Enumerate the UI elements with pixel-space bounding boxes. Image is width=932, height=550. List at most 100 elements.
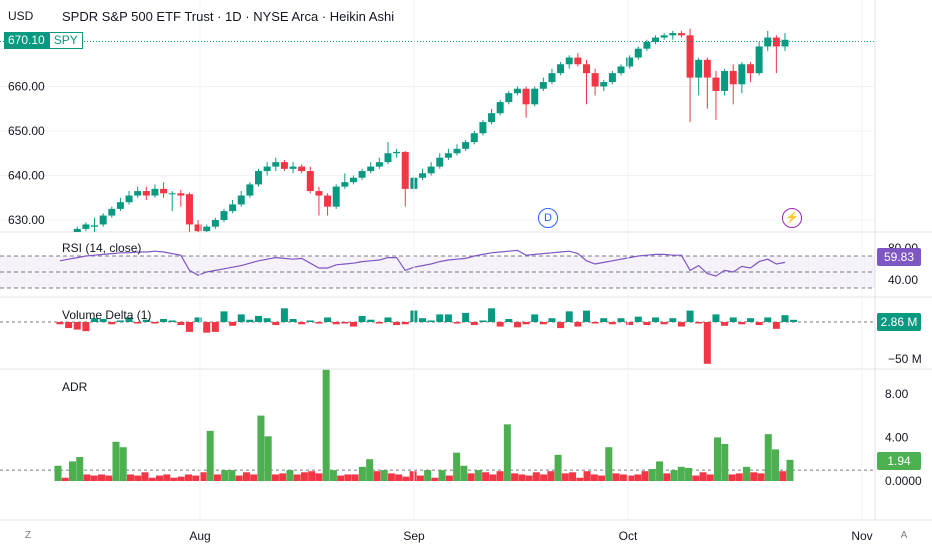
- candle-body: [82, 224, 90, 229]
- adr-bar: [170, 477, 178, 481]
- candle-body: [764, 37, 772, 47]
- adr-bar: [598, 475, 606, 481]
- candle-body: [298, 166, 306, 172]
- adr-bar: [750, 472, 758, 481]
- adr-bar: [395, 474, 403, 481]
- volume-delta-bar: [246, 319, 254, 322]
- volume-delta-tick-label: −50 M: [888, 352, 922, 366]
- adr-bar: [279, 473, 287, 481]
- volume-delta-bar: [91, 318, 99, 322]
- adr-bar: [250, 474, 258, 481]
- rsi-legend[interactable]: RSI (14, close): [62, 241, 142, 255]
- adr-bar: [61, 477, 69, 481]
- candle-body: [65, 236, 72, 240]
- adr-bar: [735, 473, 743, 481]
- auto-scale-button[interactable]: A: [900, 530, 908, 541]
- earnings-marker-icon[interactable]: ⚡: [782, 208, 802, 228]
- candle-body: [168, 193, 176, 195]
- candle-body: [289, 166, 297, 169]
- candle-body: [142, 191, 150, 196]
- volume-delta-bar: [600, 318, 608, 322]
- volume-delta-bar: [686, 310, 694, 322]
- candle-body: [626, 57, 634, 67]
- candle-body: [470, 133, 478, 143]
- volume-delta-bar: [660, 322, 668, 325]
- volume-delta-legend[interactable]: Volume Delta (1): [62, 308, 152, 322]
- adr-bar: [97, 474, 105, 481]
- candle-body: [341, 182, 349, 187]
- chart-title[interactable]: SPDR S&P 500 ETF Trust · 1D · NYSE Arca …: [62, 9, 395, 24]
- candle-body: [479, 122, 487, 134]
- adr-bar: [373, 471, 381, 481]
- candle-body: [203, 226, 211, 232]
- adr-legend[interactable]: ADR: [62, 380, 88, 394]
- time-tick-label: Sep: [403, 529, 425, 543]
- adr-bar: [511, 473, 519, 481]
- volume-delta-bar: [712, 314, 720, 322]
- volume-delta-bar: [729, 317, 737, 322]
- candle-body: [505, 93, 513, 103]
- volume-delta-bar: [582, 310, 590, 322]
- volume-delta-bar: [652, 317, 660, 322]
- currency-label: USD: [8, 9, 34, 23]
- time-tick-label: Nov: [851, 529, 872, 543]
- adr-bar: [670, 470, 678, 481]
- volume-delta-bar: [65, 322, 73, 329]
- volume-delta-bar: [488, 308, 496, 322]
- candle-body: [306, 171, 314, 192]
- adr-bar: [163, 474, 171, 481]
- volume-delta-bar: [764, 317, 772, 322]
- candle-body: [695, 59, 703, 78]
- adr-bar: [714, 437, 722, 481]
- adr-bar: [83, 474, 91, 481]
- volume-delta-bar: [427, 320, 435, 322]
- volume-delta-bar: [505, 318, 513, 322]
- adr-bar: [148, 477, 156, 481]
- volume-delta-bar: [349, 322, 357, 327]
- volume-delta-bar: [738, 322, 746, 325]
- volume-delta-bar: [548, 318, 556, 322]
- volume-delta-bar: [695, 322, 703, 324]
- dividend-marker-icon[interactable]: D: [538, 208, 558, 228]
- timezone-button[interactable]: Z: [24, 530, 32, 541]
- adr-bar: [68, 461, 76, 481]
- candle-body: [703, 59, 711, 78]
- candle-body: [557, 64, 565, 74]
- last-price-badge: 670.10 SPY: [4, 32, 83, 49]
- rsi-line: [59, 249, 786, 277]
- candle-body: [634, 48, 642, 58]
- adr-bar: [656, 461, 664, 481]
- candle-body: [116, 202, 124, 209]
- rsi-tick-label: 40.00: [888, 273, 918, 287]
- adr-bar: [764, 434, 772, 481]
- adr-tick-label: 0.0000: [885, 474, 922, 488]
- adr-bar: [677, 466, 685, 481]
- adr-bar: [648, 469, 656, 481]
- adr-bar: [503, 424, 511, 481]
- adr-bar: [112, 441, 120, 481]
- adr-bar: [627, 475, 635, 481]
- price-tick-label: 650.00: [8, 124, 45, 138]
- adr-bar: [308, 471, 316, 481]
- adr-bar: [547, 471, 555, 481]
- candle-body: [565, 57, 573, 65]
- volume-delta-bar: [617, 318, 625, 322]
- ticker-label: SPY: [48, 32, 83, 49]
- rsi-value-badge: 59.83: [877, 248, 921, 266]
- candle-body: [324, 195, 332, 207]
- volume-delta-bar: [496, 322, 504, 327]
- adr-bar: [779, 471, 787, 481]
- volume-delta-bar: [557, 322, 565, 329]
- volume-delta-bar: [677, 322, 685, 327]
- time-tick-label: Oct: [619, 529, 638, 543]
- adr-bar: [366, 459, 374, 481]
- candle-body: [220, 211, 228, 220]
- volume-delta-bar: [108, 322, 116, 325]
- candle-body: [263, 166, 271, 172]
- volume-delta-bar: [358, 315, 366, 322]
- candle-body: [755, 46, 763, 74]
- candle-body: [712, 77, 720, 91]
- adr-bar: [293, 474, 301, 481]
- last-price: 670.10: [4, 32, 49, 49]
